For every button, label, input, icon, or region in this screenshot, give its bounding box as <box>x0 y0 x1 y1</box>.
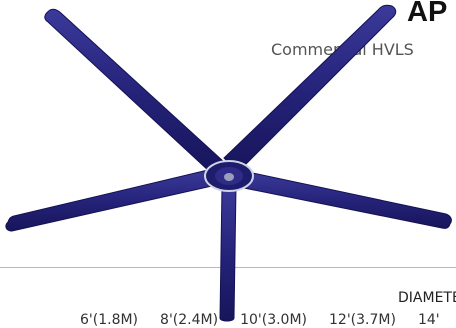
page-title: AP <box>407 0 448 28</box>
fan-blade-upper-left <box>44 8 225 173</box>
fan-blade-lower-left <box>5 169 213 232</box>
fan-blade-upper-right <box>223 4 397 173</box>
fan-hub <box>204 160 254 192</box>
diameter-label: DIAMETER <box>398 290 456 306</box>
fan-blade-right <box>243 171 452 229</box>
fan-blade-down <box>219 185 237 322</box>
